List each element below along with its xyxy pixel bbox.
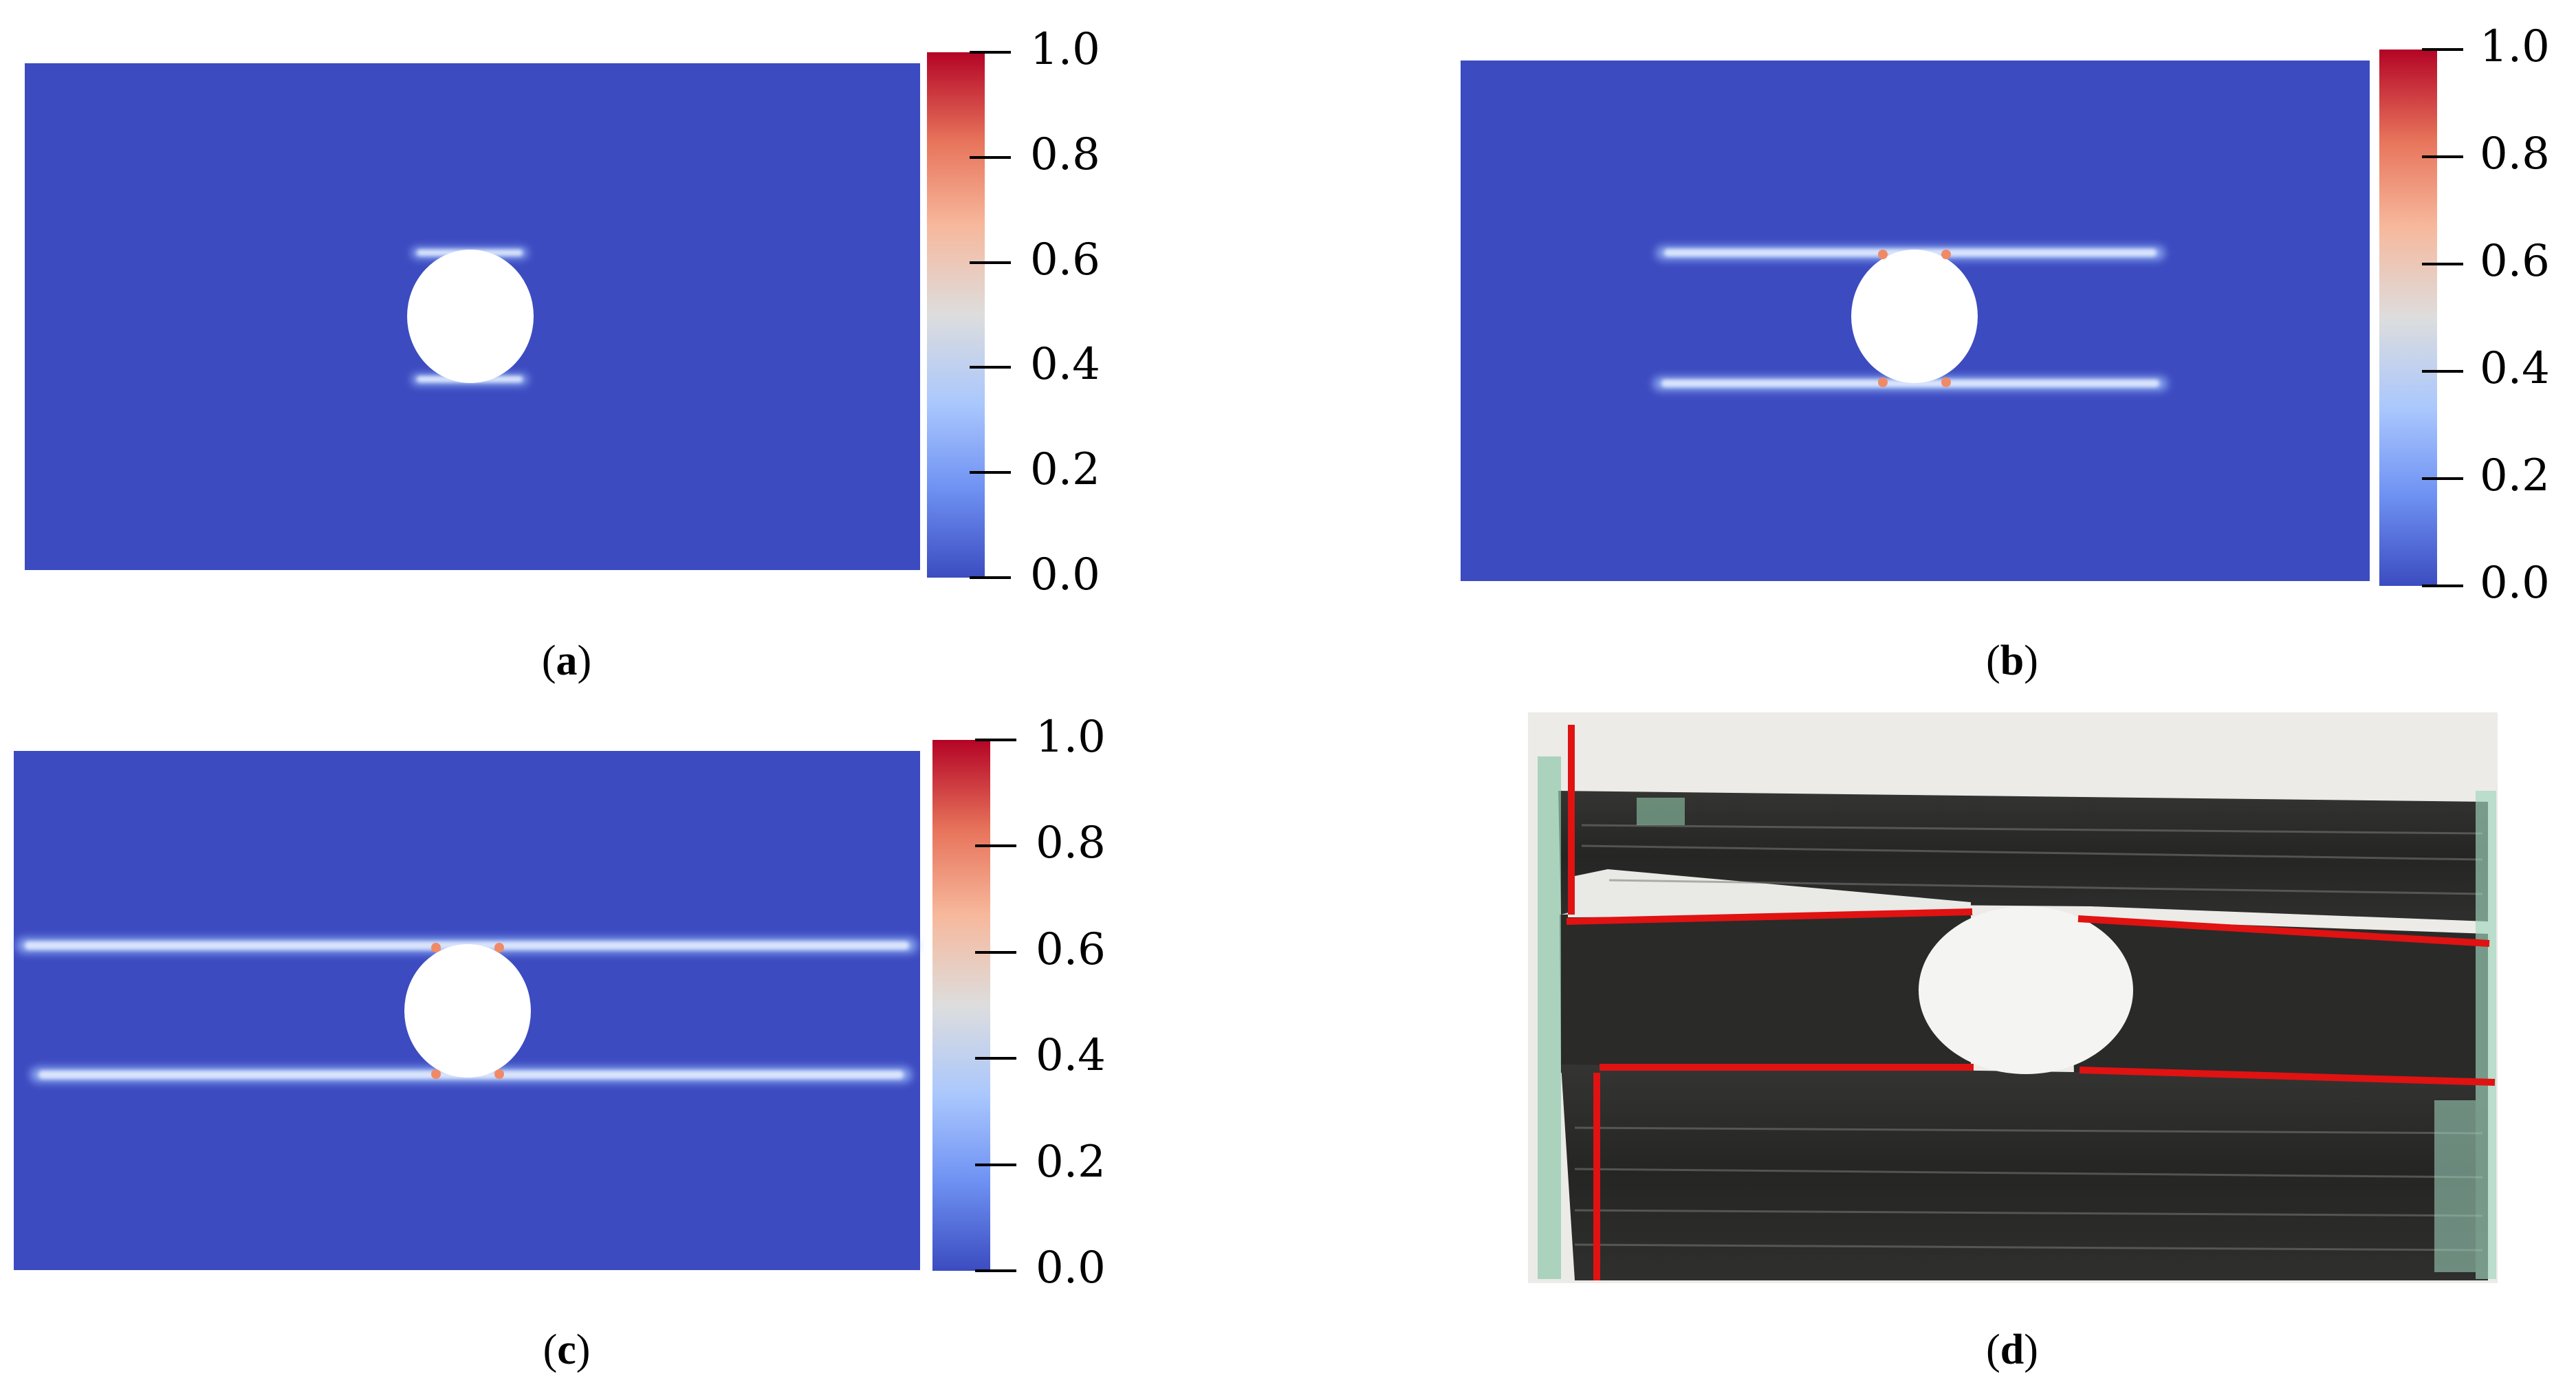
colorbar-a [927, 52, 985, 578]
hole-d [1919, 906, 2133, 1074]
colorbar-b [2379, 50, 2437, 586]
tick-label: 0.0 [1036, 1243, 1106, 1293]
caption-b: (b) [1986, 637, 2038, 684]
panel-a [25, 52, 985, 578]
caption-a: (a) [541, 637, 592, 684]
caption-letter: c [557, 1326, 576, 1373]
panel-c [14, 740, 990, 1271]
caption-letter: d [2000, 1326, 2024, 1373]
caption-letter: a [556, 637, 578, 684]
red-crack-lines [1566, 725, 2496, 1280]
tick-label: 0.4 [1036, 1030, 1106, 1081]
tick-label: 0.6 [1036, 924, 1106, 975]
tick-label: 0.4 [1030, 339, 1100, 390]
tick-label: 0.6 [1030, 234, 1100, 285]
hole-c [404, 944, 531, 1078]
tick-label: 0.8 [1030, 129, 1100, 180]
tick-label: 1.0 [2480, 21, 2550, 72]
specimen-mid-right [2070, 919, 2488, 1082]
tick-label: 0.0 [1030, 549, 1100, 600]
crack-b-bottom [1653, 377, 2168, 391]
tick-label: 0.2 [1036, 1137, 1106, 1188]
tick-label: 0.8 [1036, 818, 1106, 869]
tick-label: 0.2 [1030, 444, 1100, 495]
tick-label: 0.0 [2480, 558, 2550, 609]
caption-letter: b [2000, 637, 2024, 684]
caption-d: (d) [1986, 1326, 2038, 1373]
caption-c: (c) [543, 1326, 591, 1373]
hole-a [407, 250, 534, 383]
fiber-streaks [1574, 824, 2483, 1252]
hot-spots-b [1878, 250, 1951, 387]
tick-label: 0.2 [2480, 450, 2550, 501]
panel-d-photo [1528, 712, 2498, 1283]
tick-label: 1.0 [1036, 712, 1106, 763]
tick-label: 0.6 [2480, 236, 2550, 287]
tick-label: 1.0 [1030, 24, 1100, 75]
tick-label: 0.4 [2480, 343, 2550, 394]
colorbar-ticks [970, 48, 2463, 1272]
colorbar-c [932, 740, 990, 1271]
hole-b [1851, 250, 1978, 383]
hot-spots-c [431, 943, 504, 1079]
tick-label: 0.8 [2480, 129, 2550, 179]
specimen-mid [1560, 908, 1971, 1073]
panel-b [1461, 50, 2437, 586]
